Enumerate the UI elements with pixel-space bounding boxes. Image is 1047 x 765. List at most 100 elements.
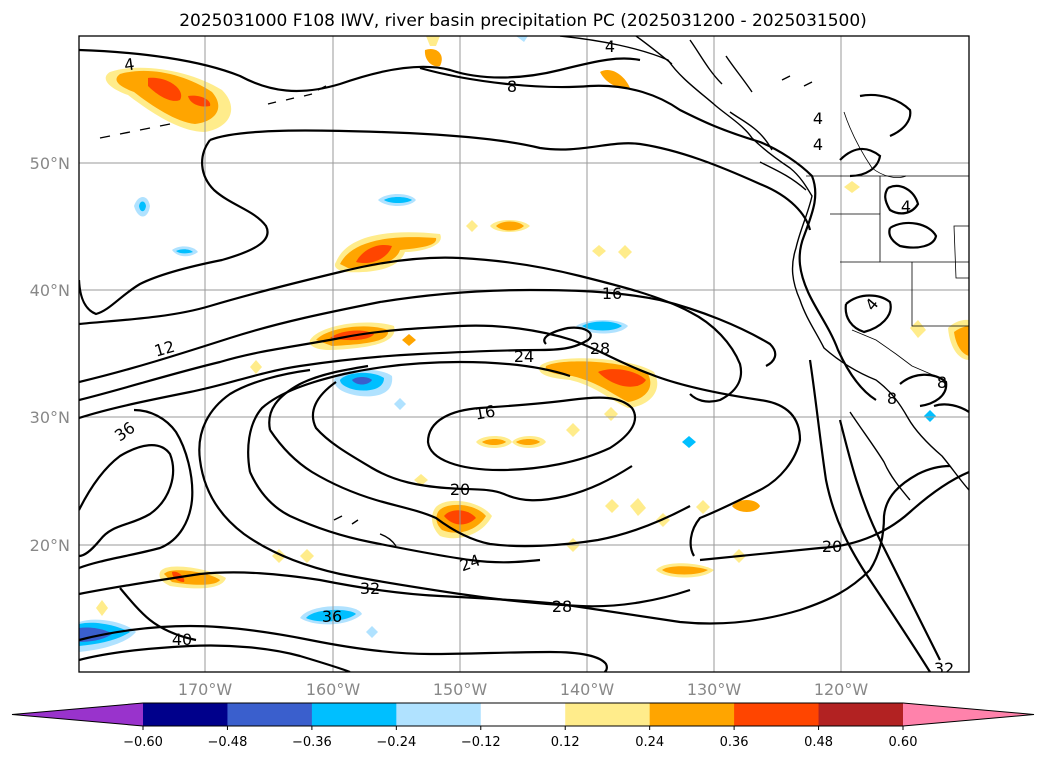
lon-label: 140°W [560, 680, 615, 699]
contour-label-28: 28 [590, 339, 610, 358]
colorbar-tick-label: 0.36 [720, 735, 749, 750]
shade-patch-nwcoast [600, 69, 630, 89]
colorbar-tick-label: 0.24 [635, 735, 664, 750]
contour-label-4: 4 [123, 54, 136, 74]
contour-label-16: 16 [473, 401, 496, 423]
shade-patch-43n [334, 232, 441, 273]
shade-patch-33n [539, 358, 658, 408]
shade-patch-18n [159, 566, 226, 589]
colorbar-bin [649, 703, 735, 726]
contour-label-40: 40 [172, 630, 192, 649]
shade-patch-blue-170w [134, 197, 198, 257]
contour-label-4: 4 [605, 37, 615, 56]
contour-label-28: 28 [552, 597, 572, 616]
map-panel: 4 4 4 4 4 4 8 8 8 12 16 16 20 20 24 24 2… [79, 36, 969, 678]
contour-28-loop [247, 360, 571, 564]
contour-4-east [844, 221, 938, 334]
lon-label: 160°W [306, 680, 361, 699]
contour-20 [79, 324, 802, 557]
shade-patch-east-edge [910, 319, 969, 360]
contour-36-west [79, 444, 175, 558]
contour-40-sw [119, 587, 197, 642]
latitude-labels: 50°N 40°N 30°N 20°N [30, 154, 70, 555]
lat-label: 40°N [30, 281, 70, 300]
map-frame [78, 35, 970, 673]
contour-label-16: 16 [602, 284, 622, 303]
colorbar-bin [734, 703, 820, 726]
contour-label-20: 20 [450, 480, 470, 499]
contour-36-south [79, 644, 351, 672]
colorbar-bin [311, 703, 397, 726]
contour-28-south [79, 464, 951, 625]
contour-label-8: 8 [887, 389, 897, 408]
colorbar-tick-label: 0.60 [889, 735, 918, 750]
borders [806, 111, 969, 379]
contour-16-north [79, 288, 777, 384]
shade-patch-45n-145w [466, 220, 530, 232]
contour-12-se [808, 359, 931, 672]
colorbar-bin [480, 703, 566, 726]
colorbar-tick-label: −0.48 [208, 735, 248, 750]
colorbar-tick-label: −0.60 [123, 735, 163, 750]
iwv-contours [79, 48, 969, 672]
colorbar-tick-label: −0.36 [292, 735, 332, 750]
lon-label: 150°W [433, 680, 488, 699]
contour-20-south [699, 470, 969, 562]
shade-patch-22n-east [732, 500, 760, 512]
lon-label: 170°W [178, 680, 233, 699]
coastlines [99, 36, 969, 547]
shade-patch-topcenter [424, 36, 528, 67]
colorbar-extend-min [12, 703, 143, 726]
colorbar-bin [396, 703, 482, 726]
contour-16-inner [426, 396, 637, 472]
contour-label-8: 8 [937, 373, 947, 392]
contour-20-loop [311, 381, 633, 502]
colorbar-tick-label: −0.24 [376, 735, 416, 750]
colorbar-bin [227, 703, 313, 726]
plot-title: 2025031000 F108 IWV, river basin precipi… [179, 11, 867, 31]
contour-8-inner [209, 129, 812, 231]
contour-label-24: 24 [514, 347, 534, 366]
contour-4-coast [839, 93, 920, 215]
lat-label: 30°N [30, 408, 70, 427]
longitude-labels: 170°W 160°W 150°W 140°W 130°W 120°W [178, 680, 869, 699]
contour-label-12: 12 [152, 337, 177, 361]
contour-12 [79, 256, 743, 403]
lon-label: 130°W [687, 680, 742, 699]
contour-32-loop [198, 368, 691, 608]
colorbar-tick-label: 0.48 [804, 735, 833, 750]
colorbar-bin [143, 703, 228, 726]
colorbar: −0.60 −0.48 −0.36 −0.24 −0.12 0.12 0.24 0.36 0.4… [11, 702, 1035, 750]
shade-patch-alaska [105, 67, 232, 132]
colorbar-bin [565, 703, 651, 726]
contour-24-south [79, 624, 608, 672]
colorbar-bin [818, 703, 904, 726]
contour-24-loop [268, 364, 691, 548]
shade-patch-blue-138w [576, 320, 628, 334]
contour-labels: 4 4 4 4 4 4 8 8 8 12 16 16 20 20 24 24 2… [111, 37, 954, 678]
contour-label-32: 32 [360, 579, 380, 598]
contour-8-gyre [419, 66, 877, 401]
contour-label-4: 4 [901, 197, 911, 216]
contour-label-32: 32 [934, 659, 954, 678]
shade-patch-blue-32n [334, 369, 406, 410]
precip-shading [79, 36, 969, 652]
shade-patch-28n [476, 436, 546, 448]
colorbar-tick-label: −0.12 [461, 735, 501, 750]
lon-label: 120°W [814, 680, 869, 699]
contour-label-4: 4 [813, 135, 823, 154]
lat-label: 20°N [30, 536, 70, 555]
contour-8-east [899, 373, 969, 413]
colorbar-extend-max [903, 703, 1034, 726]
contour-8-west [79, 139, 269, 316]
colorbar-tick-label: 0.12 [551, 735, 580, 750]
contour-label-20: 20 [822, 537, 842, 556]
contour-32-west [79, 408, 194, 570]
contour-16-se [838, 419, 941, 661]
contour-4-north [79, 48, 641, 93]
contour-24-outer [79, 326, 592, 420]
shade-patch-18n-east [656, 563, 714, 578]
shade-patch-blue-14n [300, 606, 378, 638]
contour-label-36: 36 [322, 607, 342, 626]
